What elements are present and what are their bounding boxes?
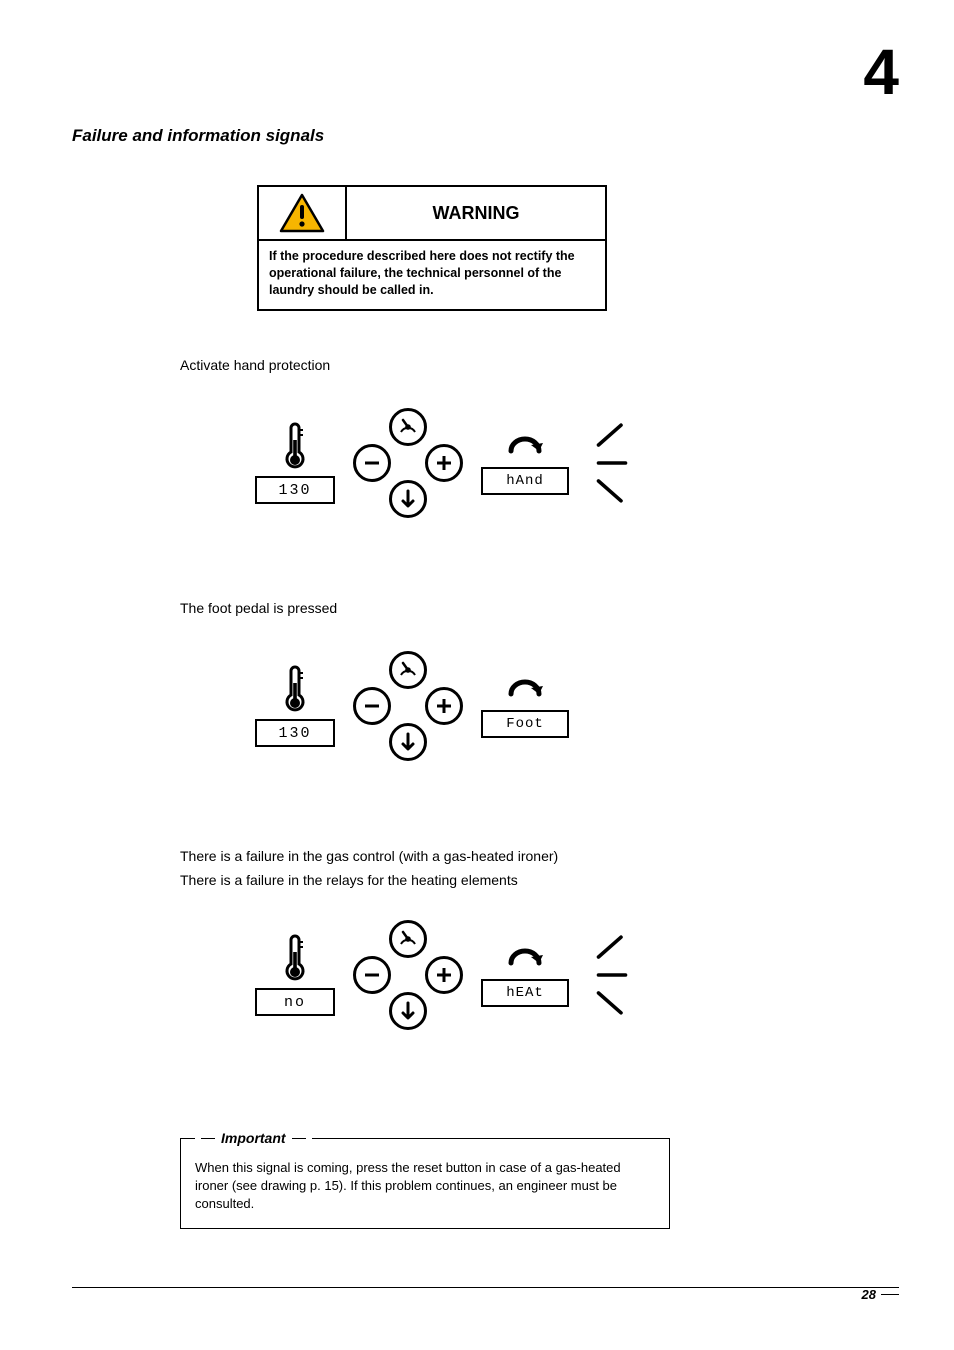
temp-block: 130	[255, 665, 335, 747]
signal-1-label: Activate hand protection	[180, 357, 330, 373]
down-button[interactable]	[389, 480, 427, 518]
temp-display: 130	[255, 719, 335, 747]
signal-3-panel: no hEAt	[255, 920, 637, 1030]
footer-rule	[72, 1287, 899, 1288]
minus-icon	[363, 966, 381, 984]
plus-button[interactable]	[425, 444, 463, 482]
status-block: hEAt	[481, 943, 569, 1007]
speed-button[interactable]	[389, 920, 427, 958]
flash-indicator-icon	[587, 418, 637, 508]
warning-box: WARNING If the procedure described here …	[257, 185, 607, 311]
signal-2-panel: 130 Foot	[255, 651, 569, 761]
status-display: Foot	[481, 710, 569, 738]
status-display: hAnd	[481, 467, 569, 495]
gauge-icon	[397, 659, 419, 681]
rotation-icon	[503, 431, 547, 461]
minus-icon	[363, 697, 381, 715]
status-display: hEAt	[481, 979, 569, 1007]
chapter-number: 4	[863, 35, 899, 109]
status-block: hAnd	[481, 431, 569, 495]
button-cluster	[353, 920, 463, 1030]
temp-block: no	[255, 934, 335, 1016]
speed-button[interactable]	[389, 651, 427, 689]
important-body: When this signal is coming, press the re…	[195, 1159, 655, 1214]
minus-icon	[363, 454, 381, 472]
section-title: Failure and information signals	[72, 126, 324, 146]
minus-button[interactable]	[353, 444, 391, 482]
signal-3-label-line2: There is a failure in the relays for the…	[180, 872, 518, 888]
temp-display: 130	[255, 476, 335, 504]
down-button[interactable]	[389, 992, 427, 1030]
thermometer-icon	[284, 422, 306, 470]
signal-1-panel: 130 hAnd	[255, 408, 637, 518]
plus-icon	[435, 454, 453, 472]
legend-dash-icon	[201, 1138, 215, 1139]
minus-button[interactable]	[353, 687, 391, 725]
flash-indicator-icon	[587, 930, 637, 1020]
temp-display: no	[255, 988, 335, 1016]
warning-body: If the procedure described here does not…	[259, 241, 605, 309]
plus-button[interactable]	[425, 956, 463, 994]
arrow-down-icon	[400, 489, 416, 509]
gauge-icon	[397, 416, 419, 438]
warning-triangle-icon	[279, 193, 325, 233]
button-cluster	[353, 651, 463, 761]
temp-block: 130	[255, 422, 335, 504]
rotation-icon	[503, 674, 547, 704]
minus-button[interactable]	[353, 956, 391, 994]
thermometer-icon	[284, 934, 306, 982]
button-cluster	[353, 408, 463, 518]
plus-button[interactable]	[425, 687, 463, 725]
plus-icon	[435, 966, 453, 984]
legend-dash-icon	[292, 1138, 306, 1139]
plus-icon	[435, 697, 453, 715]
footer-dash	[881, 1294, 899, 1295]
signal-2-label: The foot pedal is pressed	[180, 600, 337, 616]
thermometer-icon	[284, 665, 306, 713]
footer-page-number: 28	[862, 1287, 876, 1302]
arrow-down-icon	[400, 732, 416, 752]
important-box: Important When this signal is coming, pr…	[180, 1138, 670, 1229]
important-legend-text: Important	[221, 1130, 286, 1146]
important-legend: Important	[195, 1130, 312, 1146]
rotation-icon	[503, 943, 547, 973]
warning-header: WARNING	[259, 187, 605, 241]
arrow-down-icon	[400, 1001, 416, 1021]
signal-3-label-line1: There is a failure in the gas control (w…	[180, 848, 558, 864]
warning-icon-cell	[259, 187, 347, 239]
gauge-icon	[397, 928, 419, 950]
speed-button[interactable]	[389, 408, 427, 446]
status-block: Foot	[481, 674, 569, 738]
warning-title: WARNING	[347, 187, 605, 239]
down-button[interactable]	[389, 723, 427, 761]
